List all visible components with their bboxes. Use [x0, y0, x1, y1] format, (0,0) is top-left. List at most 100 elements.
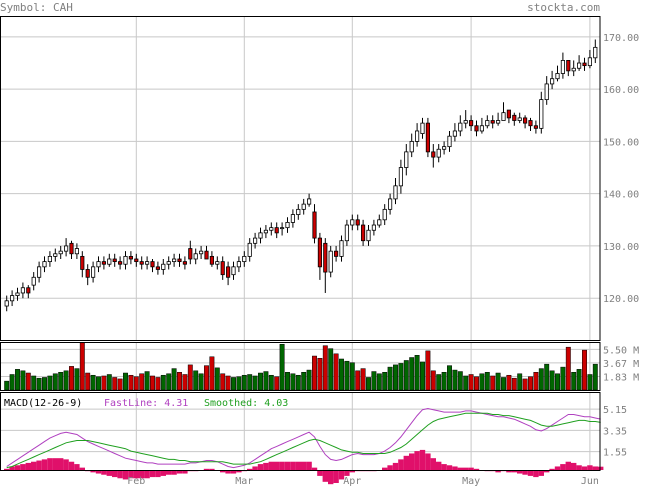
macd-histogram-bar — [392, 462, 399, 470]
candle-body — [377, 219, 382, 226]
macd-histogram-bar — [101, 470, 107, 475]
volume-bar — [220, 373, 226, 391]
volume-bar — [101, 375, 107, 391]
macd-histogram-bar — [25, 462, 31, 470]
candle-body — [145, 261, 150, 265]
volume-bar — [133, 376, 139, 391]
macd-histogram-bar — [31, 461, 37, 470]
volume-bar — [106, 374, 112, 391]
volume-bar — [511, 377, 517, 391]
volume-bar — [463, 375, 469, 391]
macd-histogram-bar — [155, 470, 161, 478]
volume-bar — [90, 374, 96, 391]
candle-body — [479, 125, 484, 132]
macd-fast-line — [6, 407, 601, 469]
macd-histogram-bar — [263, 462, 269, 470]
volume-bar — [495, 372, 501, 391]
candlesticks — [4, 39, 598, 312]
volume-bar — [522, 378, 528, 391]
y-tick-label: 130.00 — [603, 242, 639, 253]
volume-bar — [236, 376, 242, 391]
macd-histogram-bar — [257, 464, 264, 470]
macd-histogram-bar — [4, 468, 10, 470]
macd-title: MACD(12-26-9) — [4, 398, 82, 409]
volume-bar — [328, 348, 334, 391]
symbol-label: Symbol: CAH — [0, 1, 73, 14]
volume-bar — [403, 360, 409, 391]
macd-histogram-bar — [176, 470, 183, 474]
macd-histogram-bar — [463, 467, 469, 470]
candle-body — [506, 109, 511, 119]
candle-body — [355, 219, 360, 226]
macd-histogram-bar — [58, 458, 64, 470]
volume-bar — [15, 369, 20, 391]
volume-bar — [549, 370, 555, 391]
candle-body — [47, 255, 52, 263]
candle-body — [463, 120, 468, 124]
macd-histogram-bar — [409, 453, 415, 470]
candle-body — [409, 141, 414, 153]
volume-bar — [290, 373, 296, 391]
macd-histogram-bar — [20, 464, 26, 470]
candle-body — [96, 261, 101, 268]
candle-body — [220, 261, 225, 276]
candle-body — [91, 266, 96, 278]
candle-body — [172, 258, 177, 263]
candle-body — [53, 253, 58, 257]
candle-body — [425, 122, 430, 153]
candle-body — [31, 276, 36, 286]
brand-label: stockta.com — [527, 1, 600, 14]
panel-frame — [0, 392, 601, 471]
macd-histogram-bar — [414, 451, 420, 470]
macd-histogram-bar — [252, 466, 258, 470]
volume-bar — [182, 374, 188, 391]
candle-body — [388, 198, 393, 210]
candle-body — [577, 62, 582, 69]
volume-bar — [571, 372, 577, 391]
volume-bar — [123, 372, 128, 391]
volume-bar — [560, 366, 566, 391]
y-tick-label: 160.00 — [603, 85, 639, 96]
candle-body — [177, 258, 182, 263]
macd-histogram-bar — [436, 461, 442, 470]
volume-bar — [301, 372, 307, 391]
volume-bar — [398, 363, 404, 391]
candle-body — [139, 261, 144, 265]
macd-histogram-bar — [149, 470, 156, 478]
macd-histogram-bar — [554, 466, 561, 470]
macd-histogram-bar — [47, 458, 53, 470]
macd-histogram-bar — [522, 470, 528, 475]
candle-body — [528, 120, 533, 127]
candle-body — [123, 255, 128, 265]
macd-histogram-bar — [290, 461, 296, 470]
macd-histogram-bar — [387, 465, 393, 470]
volume-bar — [322, 345, 328, 391]
y-tick-label: 170.00 — [603, 33, 639, 44]
volume-tick-label: 5.50 M — [603, 345, 639, 356]
candle-body — [280, 227, 285, 230]
macd-tick-label: 3.35 — [603, 426, 627, 437]
volume-bar — [517, 373, 523, 391]
macd-histogram-bar — [382, 467, 388, 470]
candle-body — [436, 148, 441, 158]
candle-body — [328, 250, 333, 273]
macd-histogram-bar — [549, 468, 555, 470]
macd-histogram-bar — [598, 466, 604, 470]
volume-bar — [355, 370, 361, 391]
candle-body — [161, 263, 166, 270]
volume-bar — [544, 363, 550, 391]
volume-bar — [155, 377, 161, 391]
candle-body — [517, 117, 522, 121]
macd-histogram-bar — [90, 470, 96, 473]
macd-y-axis: 5.15 3.35 1.55 — [603, 405, 627, 459]
macd-histogram-bar — [576, 465, 582, 470]
candle-body — [566, 60, 571, 72]
macd-histogram-bar — [333, 470, 339, 483]
candle-body — [334, 250, 339, 257]
panel-frame — [0, 16, 601, 341]
macd-histogram-bar — [95, 470, 102, 474]
macd-histogram-bar — [403, 455, 409, 470]
candle-body — [452, 130, 457, 137]
candle-body — [382, 208, 387, 221]
volume-bar — [31, 375, 37, 391]
